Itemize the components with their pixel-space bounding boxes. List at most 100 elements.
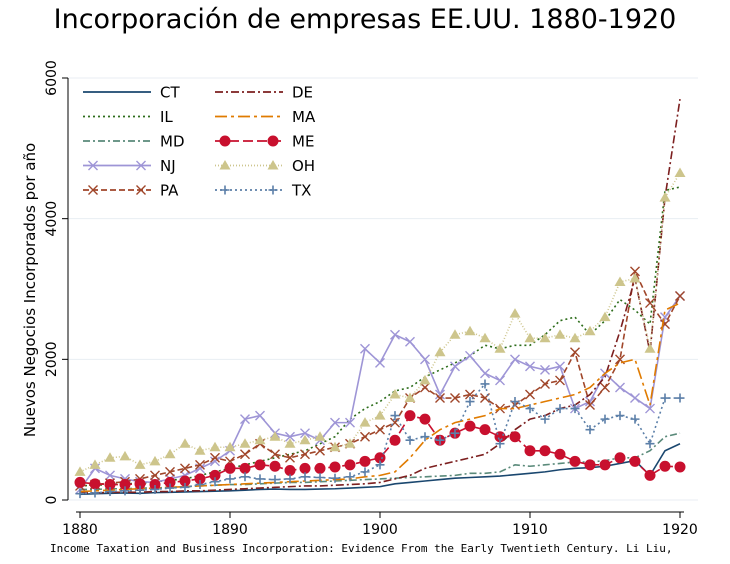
point-NJ-1910 — [525, 361, 535, 372]
point-PA-1913 — [570, 347, 580, 358]
point-NJ-1916 — [615, 382, 625, 393]
legend-marker-ME-a — [219, 135, 231, 147]
point-TX-1884 — [135, 485, 145, 495]
point-PA-1914 — [585, 400, 595, 411]
point-ME-1898 — [344, 459, 356, 471]
point-OH-1912 — [554, 329, 566, 339]
point-NJ-1908 — [495, 375, 505, 386]
point-OH-1881 — [89, 459, 101, 469]
x-tick-label-1900: 1900 — [362, 522, 398, 538]
point-TX-1887 — [180, 482, 190, 492]
point-OH-1889 — [209, 441, 221, 452]
series-line-DE — [80, 98, 681, 494]
point-ME-1911 — [539, 445, 551, 457]
legend-item-CT: CT — [83, 84, 180, 102]
point-PA-1915 — [600, 382, 610, 393]
legend-item-NJ: NJ — [83, 157, 176, 175]
point-NJ-1894 — [285, 431, 295, 442]
legend-item-DE: DE — [215, 84, 313, 102]
point-NJ-1914 — [585, 396, 595, 407]
legend-item-OH: OH — [215, 157, 315, 175]
point-TX-1913 — [570, 404, 580, 414]
point-ME-1915 — [599, 459, 611, 471]
legend-marker-TX-b — [268, 185, 278, 195]
legend-item-TX: TX — [215, 182, 311, 200]
point-NJ-1901 — [390, 329, 400, 340]
point-NJ-1906 — [465, 350, 475, 361]
point-PA-1899 — [360, 431, 370, 442]
legend-label-MD: MD — [160, 133, 185, 151]
point-ME-1893 — [269, 460, 281, 472]
series-CT — [79, 443, 681, 496]
point-TX-1911 — [540, 414, 550, 424]
point-NJ-1907 — [480, 368, 490, 379]
y-tick-label-4000: 4000 — [44, 201, 60, 237]
point-TX-1906 — [465, 397, 475, 407]
point-PA-1891 — [240, 449, 250, 460]
point-PA-1893 — [270, 449, 280, 460]
y-tick-label-2000: 2000 — [44, 342, 60, 378]
point-OH-1913 — [569, 332, 581, 343]
point-TX-1889 — [210, 477, 220, 487]
point-PA-1905 — [450, 393, 460, 404]
point-ME-1912 — [554, 448, 566, 460]
point-NJ-1889 — [210, 456, 220, 467]
point-TX-1886 — [165, 483, 175, 493]
x-tick-label-1890: 1890 — [212, 522, 248, 538]
series-ME — [74, 410, 686, 491]
point-ME-1920 — [674, 461, 686, 473]
point-PA-1911 — [540, 378, 550, 389]
point-TX-1915 — [600, 414, 610, 424]
point-NJ-1891 — [240, 414, 250, 425]
point-ME-1916 — [614, 452, 626, 464]
point-ME-1906 — [464, 420, 476, 432]
point-OH-1910 — [524, 332, 536, 343]
x-tick-label-1880: 1880 — [62, 522, 98, 538]
x-tick-label-1910: 1910 — [512, 522, 548, 538]
point-OH-1899 — [359, 417, 371, 427]
point-TX-1883 — [120, 486, 130, 496]
point-OH-1919 — [659, 192, 671, 202]
point-TX-1912 — [555, 404, 565, 414]
point-ME-1897 — [329, 461, 341, 473]
point-OH-1895 — [299, 434, 311, 445]
point-TX-1893 — [270, 475, 280, 485]
series-OH — [74, 167, 686, 476]
point-NJ-1904 — [435, 389, 445, 400]
series-line-TX — [79, 382, 680, 495]
point-ME-1918 — [644, 469, 656, 481]
point-OH-1884 — [134, 459, 146, 469]
point-OH-1885 — [149, 455, 161, 466]
point-PA-1920 — [675, 291, 685, 302]
point-ME-1894 — [284, 464, 296, 476]
point-ME-1907 — [479, 424, 491, 436]
legend-label-IL: IL — [160, 108, 173, 126]
legend-marker-OH-a — [219, 160, 231, 170]
point-ME-1880 — [74, 476, 86, 488]
point-TX-1905 — [450, 428, 460, 438]
point-TX-1894 — [285, 474, 295, 484]
legend-label-NJ: NJ — [160, 157, 176, 175]
point-OH-1898 — [344, 438, 356, 448]
point-TX-1917 — [630, 414, 640, 424]
legend-marker-PA-a — [88, 185, 98, 195]
point-NJ-1918 — [645, 403, 655, 414]
point-OH-1914 — [584, 325, 596, 336]
point-OH-1896 — [314, 431, 326, 441]
point-TX-1882 — [105, 487, 115, 497]
point-TX-1914 — [585, 425, 595, 435]
point-OH-1904 — [434, 346, 446, 357]
point-OH-1903 — [419, 374, 431, 385]
source-caption: Income Taxation and Business Incorporati… — [50, 542, 673, 555]
point-OH-1916 — [614, 276, 626, 286]
point-ME-1914 — [584, 459, 596, 471]
point-TX-1903 — [420, 432, 430, 442]
point-OH-1905 — [449, 329, 461, 339]
point-TX-1890 — [225, 474, 235, 484]
point-ME-1899 — [359, 455, 371, 467]
point-ME-1919 — [659, 460, 671, 472]
legend-marker-ME-b — [267, 135, 279, 147]
point-TX-1898 — [345, 472, 355, 482]
point-TX-1908 — [495, 439, 505, 449]
point-OH-1882 — [104, 452, 116, 462]
